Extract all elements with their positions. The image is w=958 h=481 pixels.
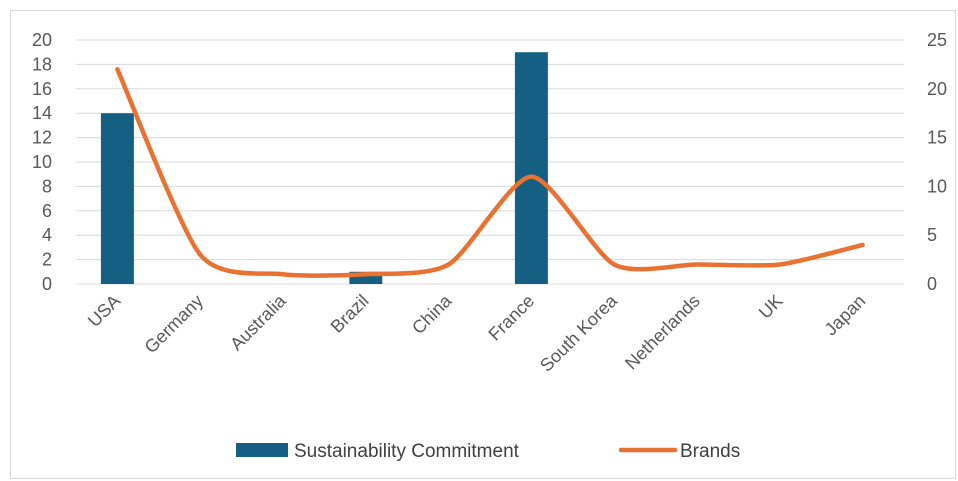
legend-swatch-sustainability-commitment bbox=[236, 443, 288, 457]
bar-series-sustainability-commitment bbox=[100, 52, 548, 285]
category-label: UK bbox=[755, 291, 787, 323]
legend-label-sustainability-commitment: Sustainability Commitment bbox=[294, 441, 520, 462]
category-axis-labels: USA Germany Australia Brazil China FranceSout… bbox=[84, 290, 870, 376]
legend-label-brands: Brands bbox=[680, 441, 740, 462]
category-label: China bbox=[408, 290, 456, 338]
bar-usa bbox=[100, 113, 134, 284]
category-label: South Korea bbox=[536, 290, 622, 376]
left-axis-tick-label: 14 bbox=[32, 103, 52, 123]
right-axis-tick-label: 5 bbox=[927, 225, 937, 245]
category-label: USA bbox=[84, 291, 124, 331]
category-label: Japan bbox=[821, 291, 870, 340]
left-axis-tick-label: 12 bbox=[32, 128, 52, 148]
left-axis-tick-label: 6 bbox=[42, 201, 52, 221]
brands-line bbox=[115, 67, 865, 278]
left-axis-tick-label: 2 bbox=[42, 250, 52, 270]
left-axis-tick-label: 8 bbox=[42, 176, 52, 196]
left-axis-tick-label: 0 bbox=[42, 274, 52, 294]
left-axis-ticks: 0 2 4 6 8 10 12 14 16 18 20 bbox=[32, 30, 52, 294]
right-axis-tick-label: 0 bbox=[927, 274, 937, 294]
right-axis-tick-label: 20 bbox=[927, 79, 947, 99]
category-label: France bbox=[484, 291, 538, 345]
left-axis-tick-label: 20 bbox=[32, 30, 52, 50]
category-label: Australia bbox=[226, 290, 290, 354]
category-label: Germany bbox=[141, 291, 207, 357]
left-axis-tick-label: 16 bbox=[32, 79, 52, 99]
right-axis-ticks: 0 5 10 15 20 25 bbox=[927, 30, 947, 294]
right-axis-tick-label: 25 bbox=[927, 30, 947, 50]
line-series-brands bbox=[115, 67, 865, 278]
right-axis-tick-label: 10 bbox=[927, 176, 947, 196]
right-axis-tick-label: 15 bbox=[927, 128, 947, 148]
legend: Sustainability Commitment Brands bbox=[236, 441, 740, 462]
left-axis-tick-label: 4 bbox=[42, 225, 52, 245]
category-label: Brazil bbox=[327, 291, 373, 337]
chart-frame bbox=[10, 10, 956, 479]
category-label: Netherlands bbox=[621, 291, 704, 374]
left-axis-tick-label: 10 bbox=[32, 152, 52, 172]
left-axis-tick-label: 18 bbox=[32, 54, 52, 74]
bar-france bbox=[514, 52, 548, 285]
gridlines bbox=[76, 39, 904, 285]
